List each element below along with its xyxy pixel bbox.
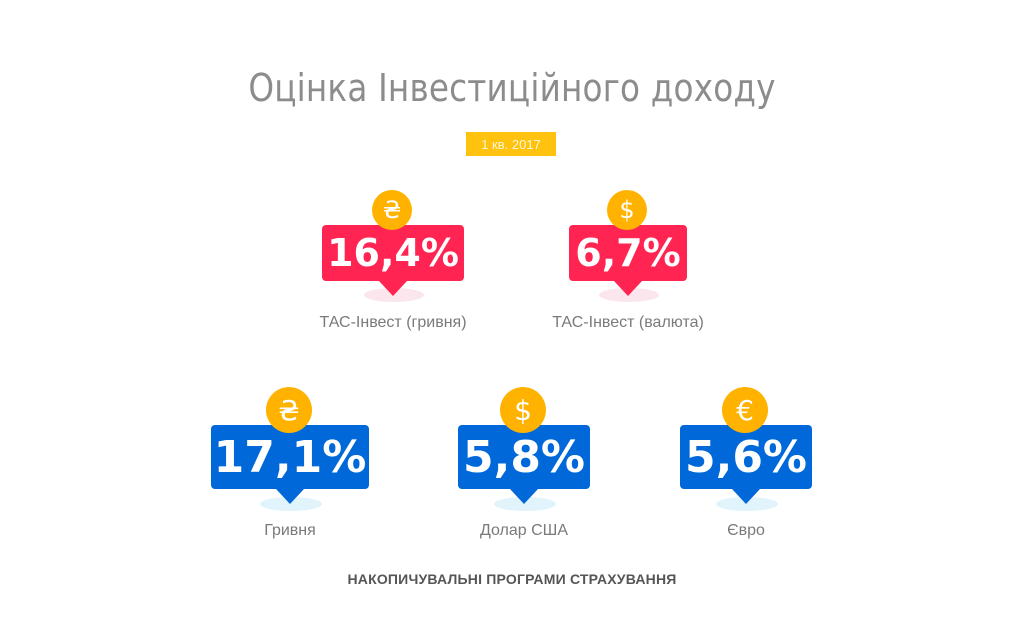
yield-box: 17,1%: [211, 425, 369, 489]
euro-icon: €: [722, 387, 768, 433]
box-pointer: [614, 281, 642, 296]
hryvnia-icon: ₴: [266, 387, 312, 433]
yield-box: 6,7%: [569, 225, 687, 281]
box-pointer: [276, 489, 304, 504]
box-pointer: [510, 489, 538, 504]
card-shadow: [260, 497, 322, 511]
yield-value: 5,6%: [684, 431, 808, 483]
yield-label: Євро: [727, 522, 765, 539]
yield-value: 5,8%: [462, 431, 586, 483]
hryvnia-icon: ₴: [372, 190, 412, 230]
card-shadow: [494, 497, 556, 511]
yield-label: Долар США: [479, 522, 569, 539]
box-pointer: [379, 281, 407, 296]
period-badge: 1 кв. 2017: [466, 132, 556, 156]
box-pointer: [732, 489, 760, 504]
yield-box: 5,6%: [680, 425, 812, 489]
yield-value: 17,1%: [213, 431, 367, 483]
dollar-icon: $: [500, 387, 546, 433]
dollar-icon: $: [607, 190, 647, 230]
yield-label: ТАС-Інвест (гривня): [319, 314, 467, 331]
yield-box: 16,4%: [322, 225, 464, 281]
yield-label: Гривня: [264, 522, 316, 539]
page-title: Оцінка Інвестиційного доходу: [248, 66, 776, 110]
yield-value: 16,4%: [327, 231, 459, 275]
yield-box: 5,8%: [458, 425, 590, 489]
card-shadow: [716, 497, 778, 511]
footer-caption: НАКОПИЧУВАЛЬНІ ПРОГРАМИ СТРАХУВАННЯ: [347, 571, 677, 587]
yield-value: 6,7%: [575, 231, 681, 275]
yield-label: ТАС-Інвест (валюта): [552, 314, 704, 331]
